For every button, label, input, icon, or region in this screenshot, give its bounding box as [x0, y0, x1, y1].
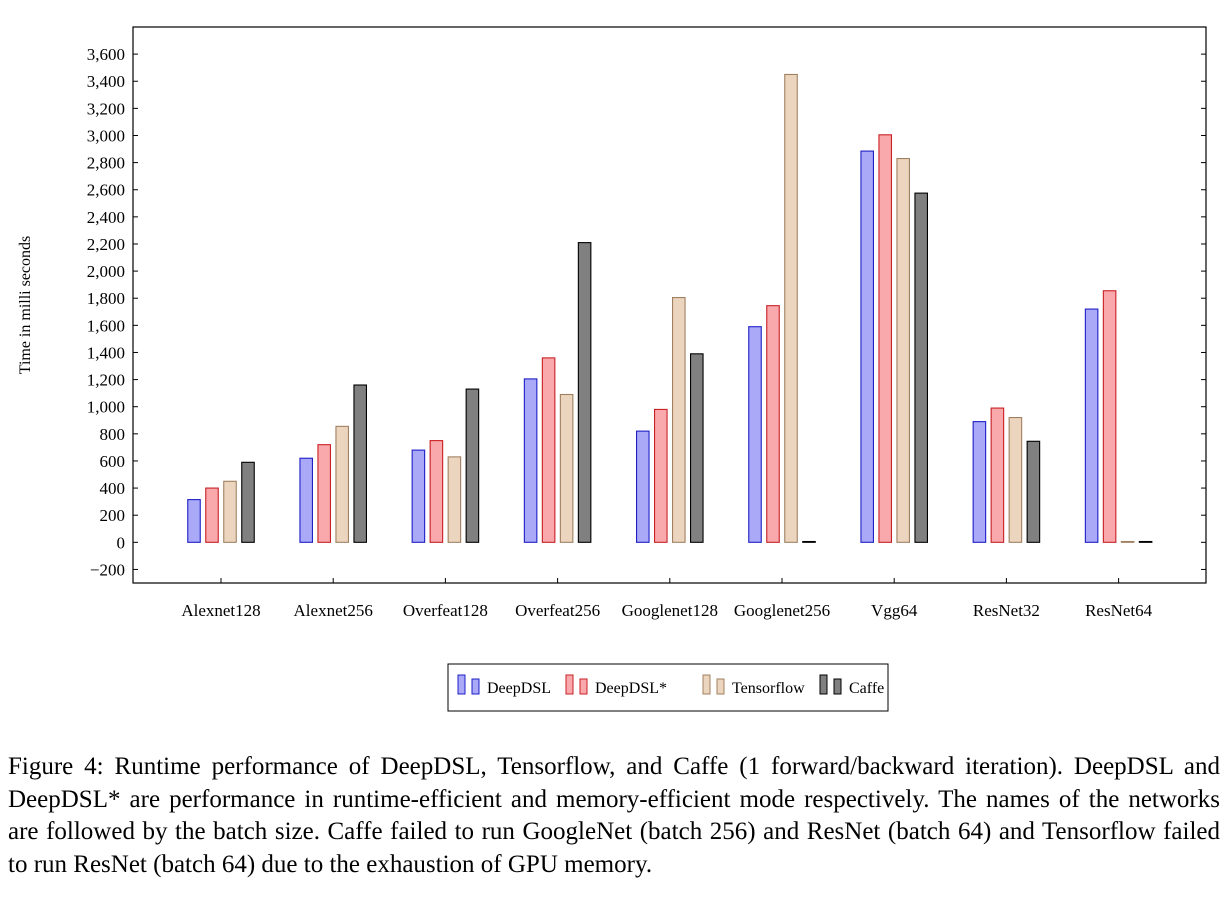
bar-tensorflow-overfeat128 [447, 456, 462, 543]
legend-swatch [716, 678, 725, 695]
bar-caffe-resnet64 [1138, 540, 1153, 543]
y-tick-label: −200 [90, 560, 125, 579]
bar-deepdsl-resnet64 [1102, 290, 1117, 543]
bar-caffe-vgg64 [914, 192, 929, 543]
bar-deepdsl-alexnet128 [187, 499, 201, 543]
y-tick-label: 200 [100, 506, 126, 525]
bar-deepdsl-alexnet128 [205, 487, 219, 543]
bar-deepdsl-overfeat256 [523, 378, 538, 543]
x-tick-label: Overfeat128 [403, 601, 488, 620]
bar-caffe-overfeat128 [465, 388, 480, 543]
bar-deepdsl-overfeat256 [541, 357, 556, 543]
bar-tensorflow-googlenet256 [784, 73, 798, 543]
legend-items: DeepDSL DeepDSL* Tensorflow Caffe [457, 674, 884, 697]
y-tick-label: 2,600 [87, 181, 125, 200]
x-tick-label: Vgg64 [871, 601, 918, 620]
bar-deepdsl-alexnet256 [299, 457, 314, 543]
y-tick-label: 400 [100, 479, 126, 498]
legend-label: Tensorflow [732, 680, 805, 697]
legend-swatch [702, 674, 711, 695]
y-tick-label: 2,800 [87, 154, 125, 173]
y-tick-label: 3,000 [87, 126, 125, 145]
bar-deepdsl-vgg64 [878, 134, 893, 543]
bars [187, 73, 1153, 543]
figure-caption: Figure 4: Runtime performance of DeepDSL… [8, 753, 1220, 878]
bar-caffe-alexnet128 [241, 461, 255, 543]
x-tick-label: Googlenet256 [734, 601, 830, 620]
x-tick-label: Alexnet128 [181, 601, 260, 620]
y-tick-label: 1,200 [87, 371, 125, 390]
x-tick-label: ResNet32 [973, 601, 1040, 620]
x-axis-labels: Alexnet128 Alexnet256 Overfeat128 Overfeat2… [181, 578, 1153, 620]
bar-deepdsl-overfeat128 [411, 449, 426, 543]
bar-deepdsl-resnet64 [1084, 308, 1099, 543]
bar-caffe-googlenet256 [802, 540, 816, 543]
bar-tensorflow-vgg64 [896, 157, 911, 543]
x-tick-label: Googlenet128 [622, 601, 718, 620]
bar-deepdsl-googlenet128 [635, 430, 650, 543]
bar-tensorflow-overfeat256 [559, 393, 574, 543]
legend-label: DeepDSL [487, 680, 551, 697]
legend-swatch [471, 678, 480, 695]
bar-deepdsl-resnet32 [990, 407, 1005, 543]
y-tick-label: 1,400 [87, 343, 125, 362]
bar-caffe-alexnet256 [353, 384, 368, 543]
bar-tensorflow-alexnet256 [335, 425, 350, 543]
x-tick-label: Overfeat256 [515, 601, 600, 620]
y-tick-label: 800 [100, 425, 126, 444]
y-tick-label: 3,400 [87, 72, 125, 91]
legend-swatch [457, 674, 466, 695]
y-tick-label: 3,600 [87, 45, 125, 64]
legend-swatch [565, 674, 574, 695]
bar-caffe-resnet32 [1026, 440, 1041, 543]
bar-tensorflow-googlenet128 [671, 296, 686, 543]
bar-deepdsl-alexnet256 [317, 444, 332, 543]
bar-tensorflow-resnet32 [1008, 417, 1023, 543]
bar-deepdsl-googlenet256 [766, 305, 780, 543]
legend-swatch [833, 678, 842, 695]
y-tick-label: 0 [117, 533, 126, 552]
y-axis-title: Time in milli seconds [17, 236, 34, 375]
y-tick-label: 1,600 [87, 316, 125, 335]
bar-deepdsl-overfeat128 [429, 440, 444, 543]
runtime-bar-chart: −200 0 200 400 600 800 1,000 1,200 1,400 1,600 1,8… [17, 26, 1207, 712]
legend-label: DeepDSL* [595, 680, 667, 697]
legend-swatch [819, 674, 828, 695]
bar-tensorflow-alexnet128 [223, 480, 237, 543]
bar-deepdsl-resnet32 [972, 421, 987, 543]
bar-caffe-overfeat256 [577, 242, 592, 543]
x-tick-label: ResNet64 [1085, 601, 1153, 620]
y-tick-label: 600 [100, 452, 126, 471]
y-axis-ticks: −200 0 200 400 600 800 1,000 1,200 1,400 1,600 1,8… [87, 45, 1206, 579]
bar-deepdsl-vgg64 [860, 150, 875, 543]
y-tick-label: 1,000 [87, 398, 125, 417]
y-tick-label: 2,400 [87, 208, 125, 227]
bar-caffe-googlenet128 [689, 353, 704, 543]
x-tick-label: Alexnet256 [294, 601, 373, 620]
bar-tensorflow-resnet64 [1120, 540, 1135, 543]
legend-swatch [579, 678, 588, 695]
legend-label: Caffe [849, 680, 884, 697]
bar-deepdsl-googlenet128 [653, 408, 668, 543]
plot-frame [132, 26, 1207, 584]
bar-deepdsl-googlenet256 [748, 326, 762, 543]
y-tick-label: 3,200 [87, 99, 125, 118]
y-tick-label: 2,000 [87, 262, 125, 281]
legend: DeepDSL DeepDSL* Tensorflow Caffe [447, 663, 889, 712]
legend-frame [447, 663, 889, 712]
y-tick-label: 2,200 [87, 235, 125, 254]
y-tick-label: 1,800 [87, 289, 125, 308]
plot-area: −200 0 200 400 600 800 1,000 1,200 1,400 1,600 1,8… [87, 26, 1207, 620]
